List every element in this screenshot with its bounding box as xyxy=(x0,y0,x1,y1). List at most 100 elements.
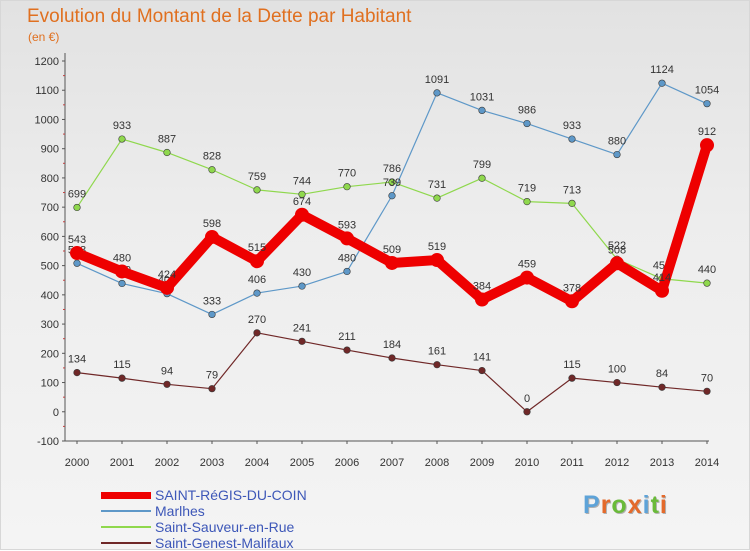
y-tick-label: 400 xyxy=(41,290,59,302)
data-label: 440 xyxy=(698,264,716,276)
x-tick-label: 2010 xyxy=(515,457,539,469)
data-point xyxy=(163,148,171,157)
data-label: 100 xyxy=(608,364,626,376)
data-point xyxy=(478,174,486,182)
data-label: 1054 xyxy=(695,85,719,97)
data-label: 134 xyxy=(68,354,86,366)
x-tick-label: 2001 xyxy=(110,457,134,469)
data-label: 719 xyxy=(518,183,536,195)
data-label: 184 xyxy=(383,339,401,351)
data-point xyxy=(118,279,126,288)
data-point xyxy=(475,292,489,307)
data-point xyxy=(523,408,531,416)
data-point xyxy=(160,280,174,295)
legend-swatch xyxy=(101,542,151,544)
data-point xyxy=(388,178,396,186)
y-tick-label: -100 xyxy=(37,436,59,448)
data-point xyxy=(388,354,396,362)
data-label: 414 xyxy=(653,272,671,284)
data-label: 522 xyxy=(608,240,626,252)
data-label: 406 xyxy=(248,274,266,286)
data-point xyxy=(118,135,126,143)
data-label: 161 xyxy=(428,346,446,358)
data-point xyxy=(118,374,126,382)
y-tick-label: 1200 xyxy=(35,56,59,68)
data-point xyxy=(433,89,441,97)
data-point xyxy=(613,150,621,159)
y-tick-label: 600 xyxy=(41,231,59,243)
data-label: 94 xyxy=(161,365,173,377)
legend-swatch xyxy=(101,526,151,528)
data-label: 744 xyxy=(293,175,311,187)
x-tick-label: 2011 xyxy=(560,457,584,469)
y-tick-label: 0 xyxy=(53,407,59,419)
data-point xyxy=(568,135,576,143)
x-tick-label: 2002 xyxy=(155,457,179,469)
data-point xyxy=(343,346,351,354)
data-point xyxy=(253,186,261,194)
data-label: 115 xyxy=(563,359,581,371)
data-label: 739 xyxy=(383,177,401,189)
data-label: 508 xyxy=(608,244,626,256)
data-point xyxy=(298,282,306,290)
data-label: 424 xyxy=(158,269,176,281)
x-tick-label: 2004 xyxy=(245,457,269,469)
data-point xyxy=(73,259,81,267)
data-point xyxy=(73,369,81,377)
data-label: 933 xyxy=(563,120,581,132)
data-label: 674 xyxy=(293,196,311,208)
data-label: 519 xyxy=(428,241,446,253)
data-label: 828 xyxy=(203,151,221,163)
data-label: 430 xyxy=(293,267,311,279)
y-tick-label: 900 xyxy=(41,144,59,156)
data-point xyxy=(343,183,351,191)
data-label: 509 xyxy=(383,244,401,256)
y-tick-label: 200 xyxy=(41,348,59,360)
data-point xyxy=(295,207,309,222)
data-label: 887 xyxy=(158,133,176,145)
data-point xyxy=(703,387,711,395)
data-label: 70 xyxy=(701,372,713,384)
data-label: 699 xyxy=(68,188,86,200)
data-label: 543 xyxy=(68,234,86,246)
x-tick-label: 2000 xyxy=(65,457,89,469)
x-tick-label: 2012 xyxy=(605,457,629,469)
y-tick-label: 1100 xyxy=(35,85,59,97)
data-label: 270 xyxy=(248,314,266,326)
data-label: 713 xyxy=(563,184,581,196)
data-label: 211 xyxy=(338,331,356,343)
data-label: 598 xyxy=(203,218,221,230)
data-point xyxy=(568,374,576,382)
x-tick-label: 2014 xyxy=(695,457,719,469)
data-label: 731 xyxy=(428,179,446,191)
data-label: 1031 xyxy=(470,91,494,103)
data-point xyxy=(478,106,486,114)
data-point xyxy=(430,253,444,268)
data-point xyxy=(610,256,624,271)
chart-title: Evolution du Montant de la Dette par Hab… xyxy=(27,6,412,27)
legend-label: SAINT-RéGIS-DU-COIN xyxy=(155,487,307,503)
data-point xyxy=(523,119,531,128)
chart-subtitle: (en €) xyxy=(28,30,60,44)
data-point xyxy=(253,329,261,337)
data-label: 593 xyxy=(338,219,356,231)
x-tick-label: 2005 xyxy=(290,457,314,469)
data-point xyxy=(298,190,306,198)
data-label: 515 xyxy=(248,242,266,254)
data-point xyxy=(205,229,219,244)
x-tick-label: 2009 xyxy=(470,457,494,469)
data-point xyxy=(433,361,441,369)
data-point xyxy=(658,79,666,87)
y-tick-label: 700 xyxy=(41,202,59,214)
data-label: 378 xyxy=(563,282,581,294)
y-tick-label: 500 xyxy=(41,261,59,273)
data-point xyxy=(703,100,711,108)
data-label: 459 xyxy=(518,259,536,271)
data-label: 480 xyxy=(338,252,356,264)
legend-label: Marlhes xyxy=(155,503,205,519)
data-point xyxy=(703,279,711,287)
x-tick-label: 2006 xyxy=(335,457,359,469)
data-label: 141 xyxy=(473,352,491,364)
data-label: 480 xyxy=(113,252,131,264)
